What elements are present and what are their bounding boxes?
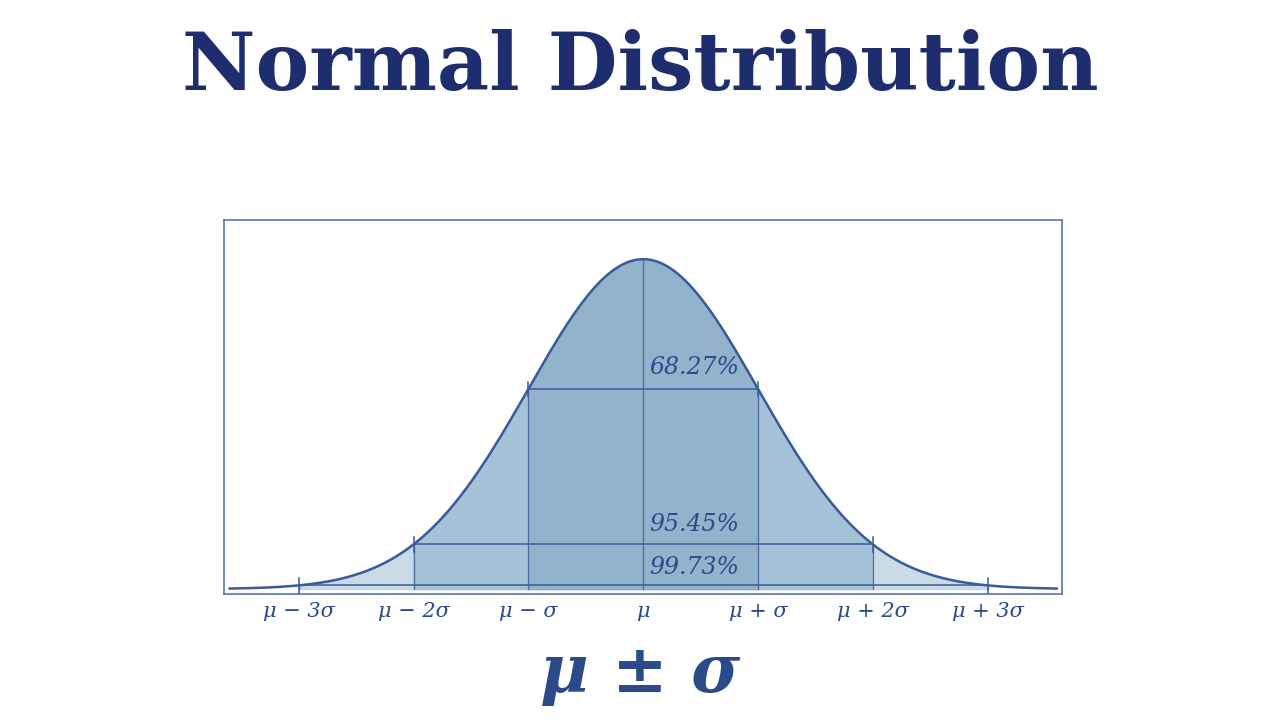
- Text: μ ± σ: μ ± σ: [540, 641, 740, 706]
- Text: Normal Distribution: Normal Distribution: [182, 29, 1098, 107]
- Text: 68.27%: 68.27%: [649, 356, 739, 379]
- Text: 99.73%: 99.73%: [649, 557, 739, 580]
- Text: 95.45%: 95.45%: [649, 513, 739, 536]
